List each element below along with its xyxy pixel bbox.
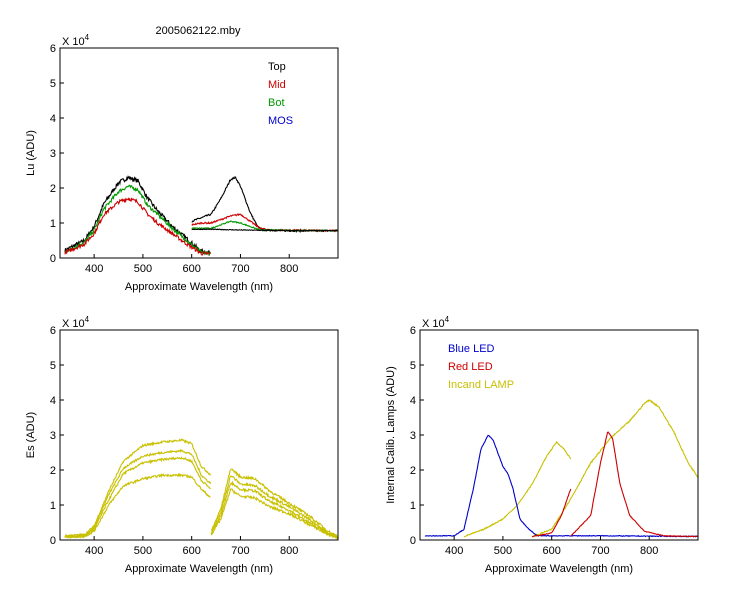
series-line-0 <box>463 440 572 538</box>
series-group <box>64 175 338 257</box>
series-line-3 <box>64 197 211 256</box>
y-axis-label: Internal Calib. Lamps (ADU) <box>385 366 397 504</box>
series-group <box>424 398 698 538</box>
legend-entry: Red LED <box>448 361 493 373</box>
y-tick-label: 0 <box>50 253 56 265</box>
x-tick-label: 500 <box>134 263 152 275</box>
y-tick-label: 6 <box>50 325 56 337</box>
series-line-7 <box>210 488 338 540</box>
legend-entry: MOS <box>268 115 293 127</box>
x-axis-label: Approximate Wavelength (nm) <box>125 563 273 575</box>
series-group <box>64 438 338 540</box>
y-tick-label: 2 <box>50 183 56 195</box>
series-line-1 <box>64 448 212 539</box>
series-line-3 <box>531 488 572 538</box>
x-tick-label: 500 <box>134 545 152 557</box>
x-tick-label: 700 <box>231 545 249 557</box>
x-tick-label: 400 <box>85 545 103 557</box>
legend-entry: Mid <box>268 79 286 91</box>
chart-lamps: 0 1 2 3 4 5 6 400 500 600 700 800 X 104 Approximate W… <box>385 315 699 575</box>
y-tick-label: 1 <box>50 500 56 512</box>
y-tick-label: 0 <box>410 535 416 547</box>
figure-title: 2005062122.mby <box>155 25 241 37</box>
chart-lu: 0 1 2 3 4 5 6 400 500 600 700 800 X 104 Approximate W… <box>25 33 339 293</box>
legend-entry: Blue LED <box>448 343 495 355</box>
x-tick-label: 400 <box>445 545 463 557</box>
x-tick-label: 800 <box>280 545 298 557</box>
x-tick-label: 700 <box>591 545 609 557</box>
x-tick-label: 800 <box>640 545 658 557</box>
series-line-6 <box>191 228 338 232</box>
series-line-3 <box>64 472 211 539</box>
x-tick-label: 500 <box>494 545 512 557</box>
x-tick-label: 600 <box>543 545 561 557</box>
series-line-5 <box>210 475 338 539</box>
y-tick-label: 5 <box>50 78 56 90</box>
y-tick-label: 4 <box>410 395 416 407</box>
plot-frame <box>59 47 339 259</box>
series-line-1 <box>191 176 338 234</box>
y-tick-label: 1 <box>50 218 56 230</box>
x-axis-label: Approximate Wavelength (nm) <box>125 281 273 293</box>
x-tick-label: 700 <box>231 263 249 275</box>
y-tick-label: 2 <box>50 465 56 477</box>
y-tick-label: 5 <box>410 360 416 372</box>
y-exponent-label: X 104 <box>62 33 90 48</box>
y-tick-label: 5 <box>50 360 56 372</box>
series-line-2 <box>424 434 698 538</box>
y-tick-label: 1 <box>410 500 416 512</box>
series-line-0 <box>64 175 211 257</box>
y-tick-label: 0 <box>50 535 56 547</box>
y-tick-label: 3 <box>50 430 56 442</box>
y-exponent-label: X 104 <box>422 315 450 330</box>
x-axis-label: Approximate Wavelength (nm) <box>485 563 633 575</box>
legend-entry: Bot <box>268 97 285 109</box>
y-tick-label: 4 <box>50 113 56 125</box>
x-tick-label: 600 <box>183 263 201 275</box>
y-tick-label: 3 <box>410 430 416 442</box>
y-tick-label: 6 <box>50 43 56 55</box>
y-exponent-label: X 104 <box>62 315 90 330</box>
series-line-4 <box>570 431 698 538</box>
y-axis-label: Lu (ADU) <box>25 130 37 176</box>
chart-es: 0 1 2 3 4 5 6 400 500 600 700 800 X 104 Approximate W… <box>25 315 339 575</box>
x-tick-label: 800 <box>280 263 298 275</box>
series-line-4 <box>210 468 338 539</box>
x-tick-label: 600 <box>183 545 201 557</box>
y-tick-label: 4 <box>50 395 56 407</box>
legend-entry: Incand LAMP <box>448 379 514 391</box>
series-line-1 <box>531 398 698 538</box>
y-tick-label: 3 <box>50 148 56 160</box>
series-line-0 <box>64 438 212 538</box>
series-line-2 <box>64 184 212 257</box>
y-tick-label: 6 <box>410 325 416 337</box>
y-axis-label: Es (ADU) <box>25 412 37 458</box>
y-tick-label: 2 <box>410 465 416 477</box>
series-line-2 <box>64 456 211 539</box>
legend-entry: Top <box>268 61 286 73</box>
x-tick-label: 400 <box>85 263 103 275</box>
